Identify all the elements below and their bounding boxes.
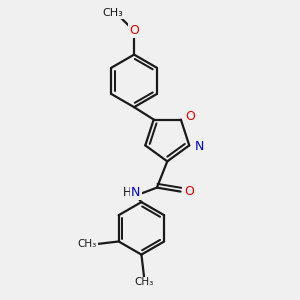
Text: O: O — [185, 110, 195, 123]
Text: O: O — [184, 185, 194, 198]
Text: CH₃: CH₃ — [134, 278, 154, 287]
Text: N: N — [131, 186, 141, 199]
Text: N: N — [194, 140, 204, 153]
Text: H: H — [122, 186, 131, 199]
Text: CH₃: CH₃ — [102, 8, 123, 18]
Text: O: O — [129, 25, 139, 38]
Text: CH₃: CH₃ — [78, 239, 97, 249]
